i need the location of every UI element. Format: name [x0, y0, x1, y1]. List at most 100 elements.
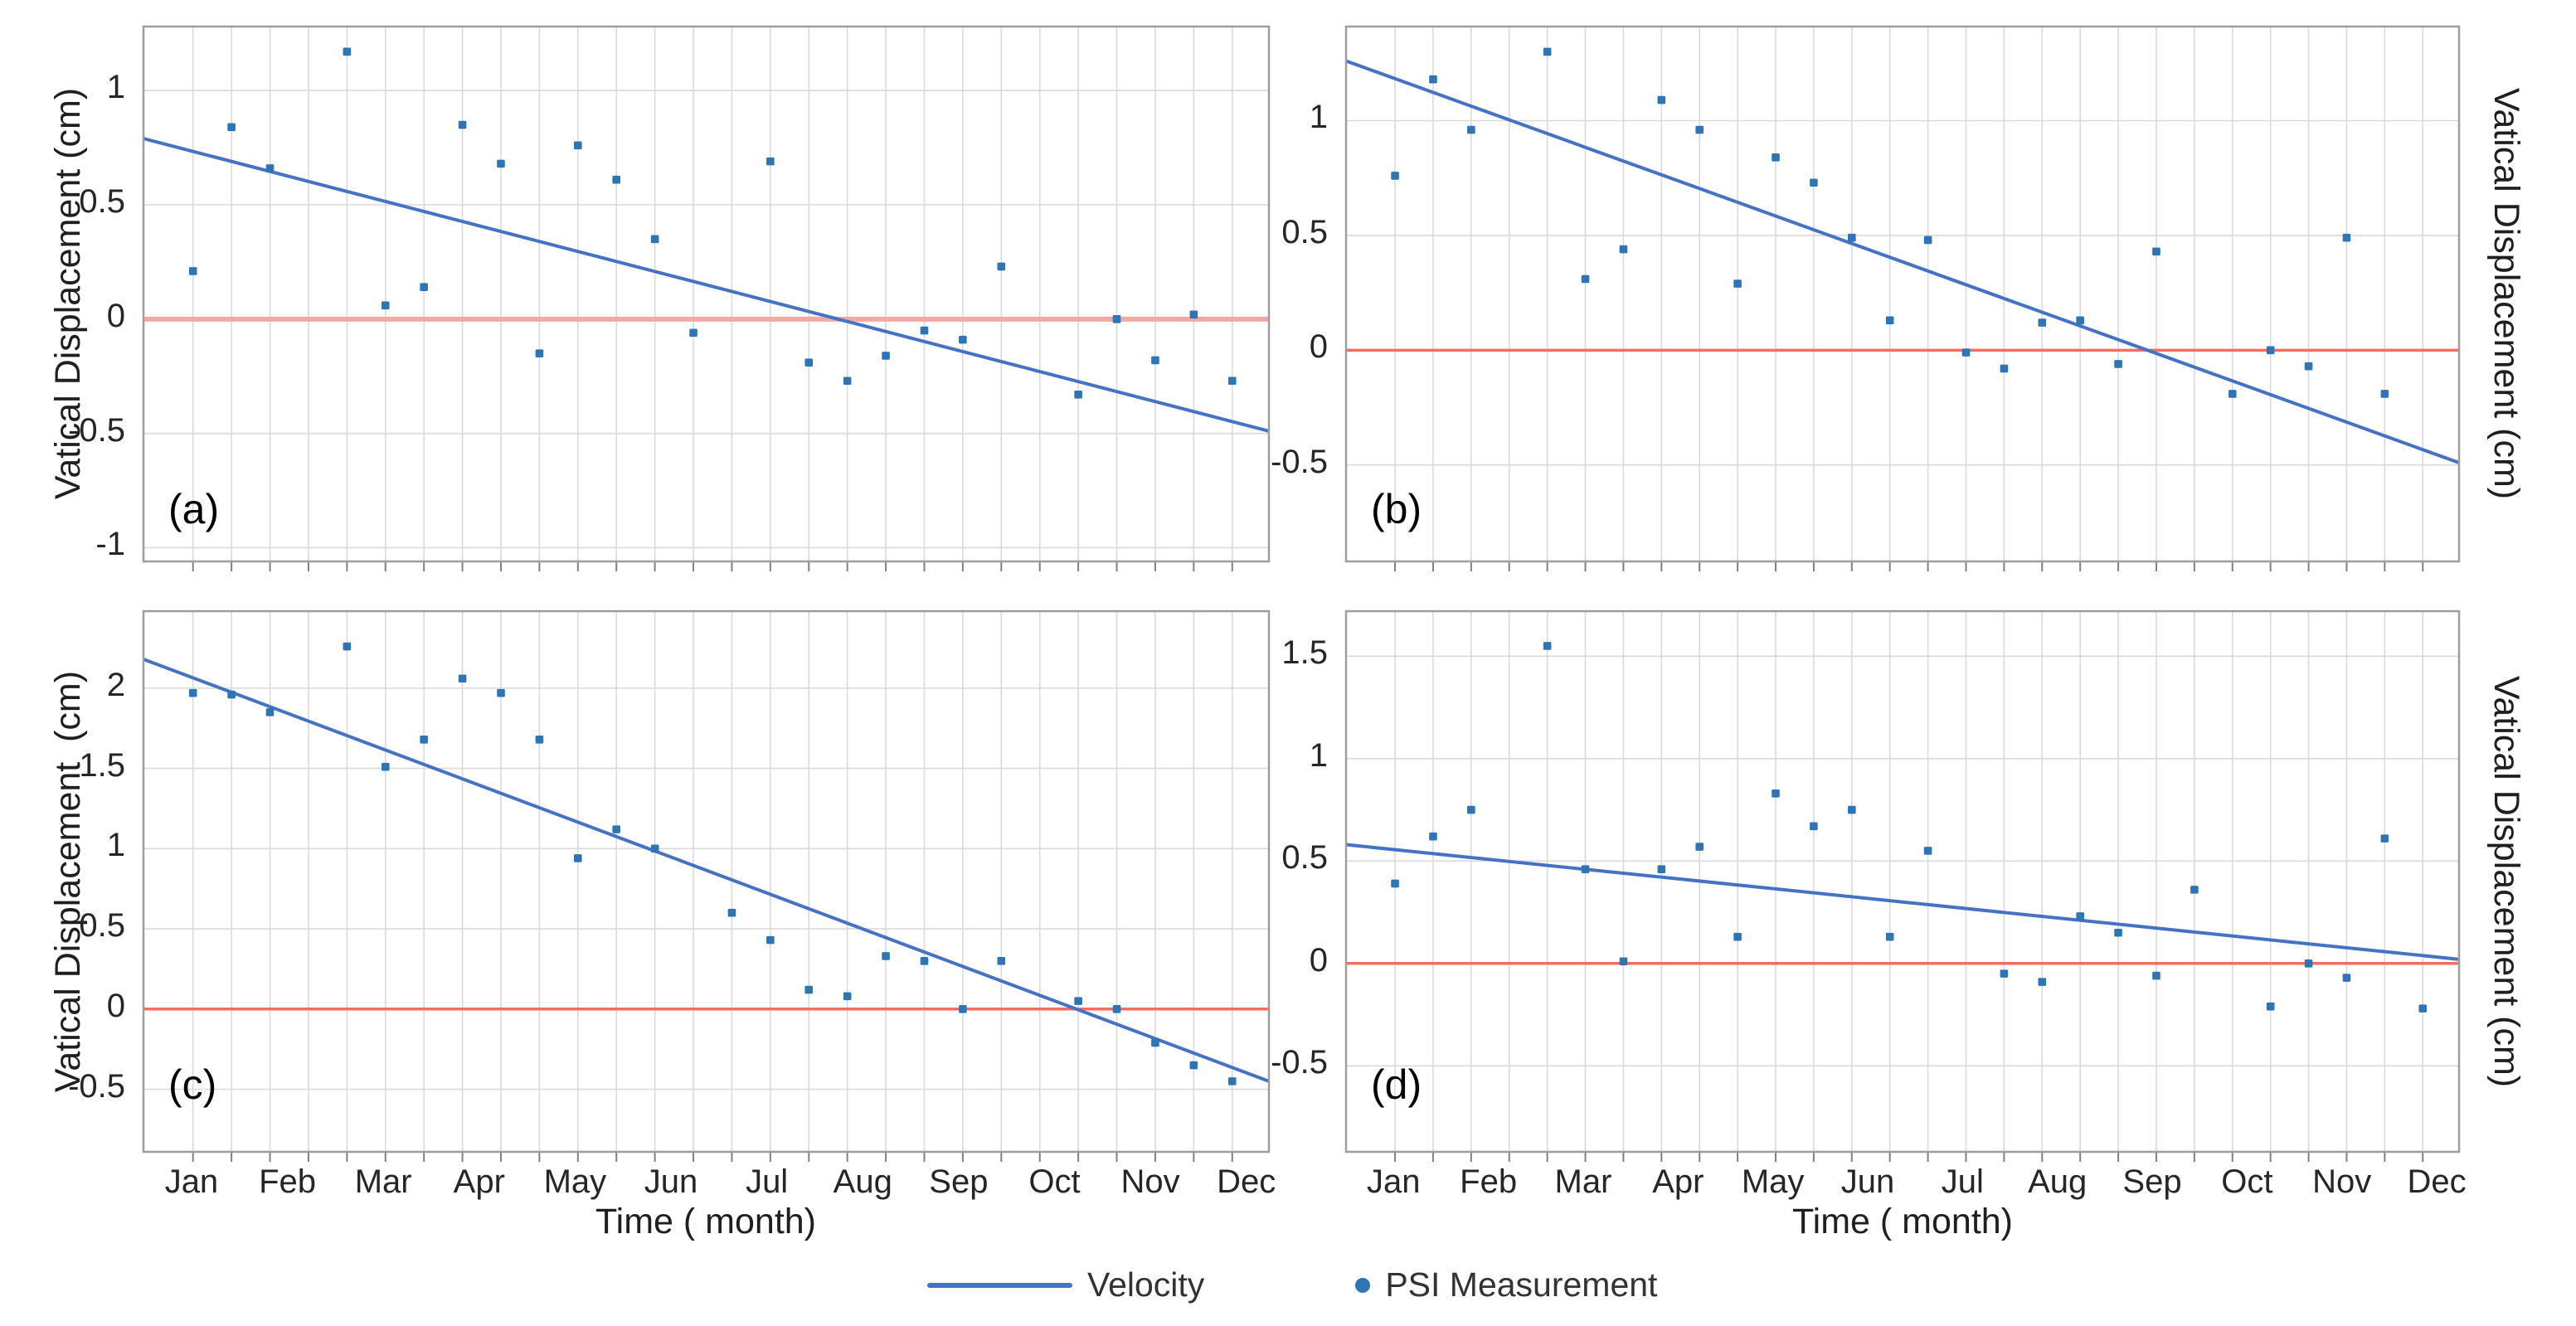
y-tick-label: 0.5	[1281, 839, 1328, 877]
psi-data-point	[1581, 274, 1590, 284]
psi-data-point	[766, 935, 775, 945]
psi-data-point	[997, 262, 1006, 271]
y-tick-label: 0.5	[79, 907, 125, 945]
psi-data-point	[1885, 932, 1894, 941]
psi-data-point	[1885, 316, 1894, 325]
panel-border	[1344, 610, 2461, 1154]
month-label: Dec	[2407, 1163, 2467, 1200]
y-tick-label: 1.5	[1281, 634, 1328, 672]
psi-data-point	[2000, 364, 2009, 373]
psi-dot-swatch	[1355, 1277, 1371, 1293]
psi-data-point	[1112, 315, 1121, 323]
y-tick-label: 0	[106, 987, 125, 1024]
month-label: Jan	[164, 1163, 219, 1200]
psi-data-point	[1619, 245, 1628, 254]
psi-data-point	[1733, 279, 1742, 288]
psi-data-point	[381, 762, 390, 771]
month-label: Mar	[354, 1163, 412, 1200]
velocity-trend-line	[143, 137, 1270, 433]
psi-data-point	[420, 735, 428, 744]
month-label: Nov	[1120, 1163, 1180, 1200]
y-axis-title-panel-d: Vatical Displacement (cm)	[2486, 675, 2526, 1088]
x-axis-title-panel-d: Time ( month)	[1792, 1202, 2013, 1241]
psi-data-point	[1543, 47, 1552, 56]
month-label: May	[543, 1163, 607, 1200]
psi-data-point	[1189, 310, 1198, 319]
psi-data-point	[1429, 75, 1437, 84]
psi-data-point	[2342, 974, 2351, 982]
y-tick-label: 0	[1309, 328, 1328, 366]
psi-data-point	[1848, 805, 1856, 814]
psi-data-point	[727, 908, 736, 917]
psi-data-point	[2380, 390, 2389, 398]
psi-data-point	[1772, 153, 1780, 162]
panel-label-a: (a)	[168, 486, 220, 532]
month-label: Apr	[1652, 1163, 1704, 1200]
psi-data-point	[1810, 178, 1818, 187]
velocity-legend-label: Velocity	[1087, 1265, 1205, 1304]
psi-data-point	[959, 1005, 967, 1013]
psi-data-point	[2228, 390, 2237, 398]
psi-data-point	[1961, 348, 1971, 357]
psi-data-point	[843, 992, 852, 1001]
legend-item-psi: PSI Measurement	[1355, 1265, 1657, 1304]
psi-data-point	[1151, 1038, 1159, 1047]
y-tick-label: 1	[1309, 736, 1328, 774]
month-label: Mar	[1554, 1163, 1612, 1200]
psi-data-point	[1657, 865, 1666, 873]
month-label: Feb	[259, 1163, 317, 1200]
month-label: Sep	[2122, 1163, 2182, 1200]
y-tick-label: 0	[1309, 941, 1328, 979]
month-label: Aug	[833, 1163, 892, 1200]
month-label: Sep	[929, 1163, 989, 1200]
psi-data-point	[188, 688, 197, 697]
y-tick-label: 0	[106, 297, 125, 334]
psi-data-point	[1151, 356, 1159, 365]
psi-data-point	[2076, 912, 2084, 920]
psi-data-point	[2342, 233, 2351, 242]
psi-data-point	[1467, 125, 1475, 134]
psi-data-point	[1227, 376, 1237, 386]
psi-data-point	[2076, 316, 2084, 325]
psi-data-point	[2114, 360, 2122, 368]
psi-data-point	[2190, 886, 2199, 894]
psi-data-point	[650, 844, 659, 853]
y-axis-title-panel-b: Vatical Displacement (cm)	[2486, 87, 2526, 500]
psi-data-point	[1695, 125, 1704, 134]
psi-data-point	[1074, 390, 1082, 399]
psi-data-point	[997, 956, 1006, 965]
psi-data-point	[1543, 642, 1552, 650]
panel-border	[142, 610, 1271, 1154]
month-label: Oct	[1028, 1163, 1081, 1200]
psi-data-point	[1391, 879, 1399, 888]
month-label: Jun	[1840, 1163, 1895, 1200]
psi-data-point	[1657, 95, 1666, 104]
psi-data-point	[2038, 318, 2047, 327]
psi-data-point	[227, 123, 236, 132]
psi-data-point	[1429, 832, 1437, 841]
y-tick-label: -1	[95, 526, 125, 563]
month-label: Oct	[2221, 1163, 2273, 1200]
psi-data-point	[2152, 247, 2160, 256]
psi-data-point	[843, 376, 852, 386]
psi-data-point	[1581, 865, 1590, 873]
psi-data-point	[2114, 928, 2122, 937]
month-label: Jan	[1367, 1163, 1421, 1200]
y-tick-label: 1.5	[79, 746, 125, 784]
month-label: Apr	[453, 1163, 505, 1200]
psi-data-point	[2418, 1004, 2428, 1013]
psi-data-point	[265, 164, 275, 172]
psi-data-point	[535, 735, 544, 744]
psi-data-point	[920, 956, 929, 965]
psi-data-point	[959, 335, 967, 344]
month-label: Jun	[644, 1163, 698, 1200]
month-label: Jul	[746, 1163, 789, 1200]
panel-border	[142, 25, 1271, 563]
psi-data-point	[1810, 822, 1818, 831]
y-tick-label: -0.5	[1271, 1044, 1328, 1081]
velocity-line-swatch	[927, 1282, 1072, 1288]
psi-data-point	[2000, 969, 2009, 978]
panel-border	[1344, 25, 2461, 563]
month-label: Dec	[1217, 1163, 1276, 1200]
